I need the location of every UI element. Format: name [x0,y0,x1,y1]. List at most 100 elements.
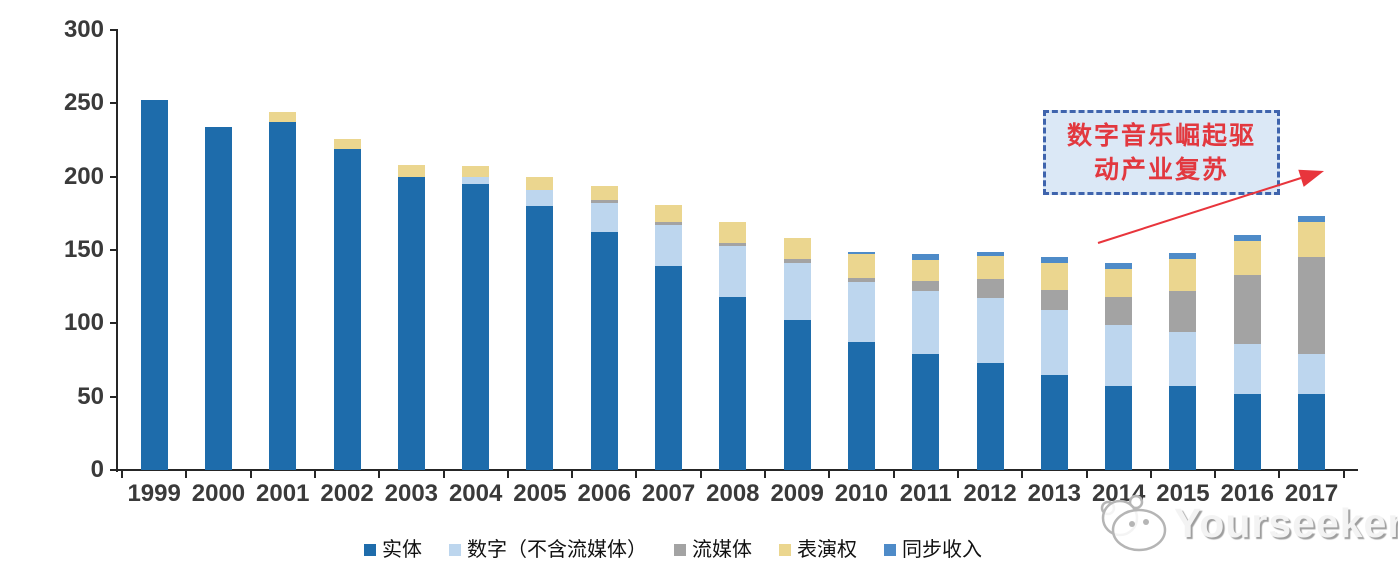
bar-segment [1105,386,1133,470]
legend-swatch [779,544,791,556]
x-axis-label: 2002 [320,480,374,507]
y-axis-line [116,29,118,472]
x-axis-label: 2007 [641,480,696,507]
bar-segment [783,320,811,470]
legend-swatch [884,544,896,556]
bar-segment [526,189,554,206]
bar-segment [1233,393,1261,470]
bar [140,100,168,470]
x-axis-tick [121,471,123,478]
x-axis-line [116,469,1358,471]
bar [526,176,554,470]
annotation-arrow-head [1298,169,1324,187]
x-axis-tick [442,471,445,478]
legend-item: 数字（不含流媒体） [449,538,647,562]
bar-segment [783,258,811,264]
bar [1169,252,1197,470]
bar-segment [526,176,554,190]
annotation-callout: 数字音乐崛起驱 动产业复苏 [1043,110,1280,195]
bar [204,126,232,470]
x-axis-label: 2015 [1156,480,1210,507]
watermark: Yourseeker [1094,492,1398,554]
y-axis-tick [110,469,117,471]
x-axis-label: 2017 [1284,480,1339,507]
y-axis-label: 250 [63,89,104,117]
bar-segment [204,126,232,470]
bar-segment [590,232,618,470]
bar-segment [1105,324,1133,387]
bar [783,238,811,470]
bar-segment [976,298,1004,363]
bar-segment [976,255,1004,280]
bar [1233,235,1261,470]
bar-stack [572,185,636,470]
y-axis-tick [110,29,117,31]
bar-segment [655,204,683,223]
bar-segment [1040,257,1068,264]
bar-segment [1105,263,1133,270]
bar-segment [462,184,490,470]
bar-segment [1040,374,1068,470]
x-axis-label: 2013 [1027,480,1082,507]
legend-swatch [364,544,376,556]
legend-label: 表演权 [797,539,857,561]
bar [1105,263,1133,470]
bar-segment [526,206,554,470]
x-axis-label: 2005 [513,480,567,507]
x-axis-tick [378,471,381,478]
y-axis-tick [110,249,117,251]
bar-segment [719,296,747,470]
y-axis-label: 0 [90,456,104,483]
legend-swatch [674,544,686,556]
legend-label: 实体 [382,539,422,561]
bar-segment [912,291,940,355]
x-axis-tick [892,471,895,478]
bar-segment [1298,393,1326,470]
bar-stack [379,164,443,470]
bar-segment [1169,291,1197,333]
bar-segment [1169,332,1197,387]
bar-segment [783,263,811,321]
y-axis-label: 300 [63,16,104,43]
bar-segment [1105,296,1133,325]
bar-segment [590,185,618,201]
bar-segment [397,164,425,177]
bar-segment [269,112,297,123]
legend-item: 表演权 [779,538,857,562]
bar-segment [847,282,875,343]
bar-segment [847,254,875,278]
bar-segment [976,251,1004,256]
y-axis-label: 50 [77,382,104,410]
bar-segment [1169,258,1197,292]
x-axis-tick [828,471,831,478]
x-axis-tick [185,471,188,478]
bar [719,222,747,470]
x-axis-label: 2016 [1220,480,1274,507]
bar-segment [847,342,875,470]
bar-segment [719,245,747,297]
x-axis-tick [699,471,702,478]
x-axis-tick [764,471,766,478]
y-axis-label: 100 [63,309,104,337]
bar-segment [1298,222,1326,258]
legend-label: 同步收入 [902,539,982,561]
bar-segment [655,225,683,267]
bar-segment [847,277,875,283]
bar-segment [1169,386,1197,470]
bar-stack [1087,263,1151,470]
bar-segment [1298,216,1326,223]
bar-segment [1298,257,1326,355]
bar-stack [122,100,186,470]
bar-stack [1215,235,1279,470]
bar-segment [140,100,168,470]
y-axis-label: 150 [63,236,104,263]
y-axis-tick [110,102,117,105]
x-axis-tick [1214,471,1217,478]
bar-stack [958,251,1022,470]
annotation-text-line1: 数字音乐崛起驱 [1066,121,1256,150]
bar-stack [1022,257,1086,470]
bar-stack [1151,252,1215,470]
legend: 实体 数字（不含流媒体） 流媒体 表演权 同步收入 [364,538,982,562]
bar-segment [1105,269,1133,297]
